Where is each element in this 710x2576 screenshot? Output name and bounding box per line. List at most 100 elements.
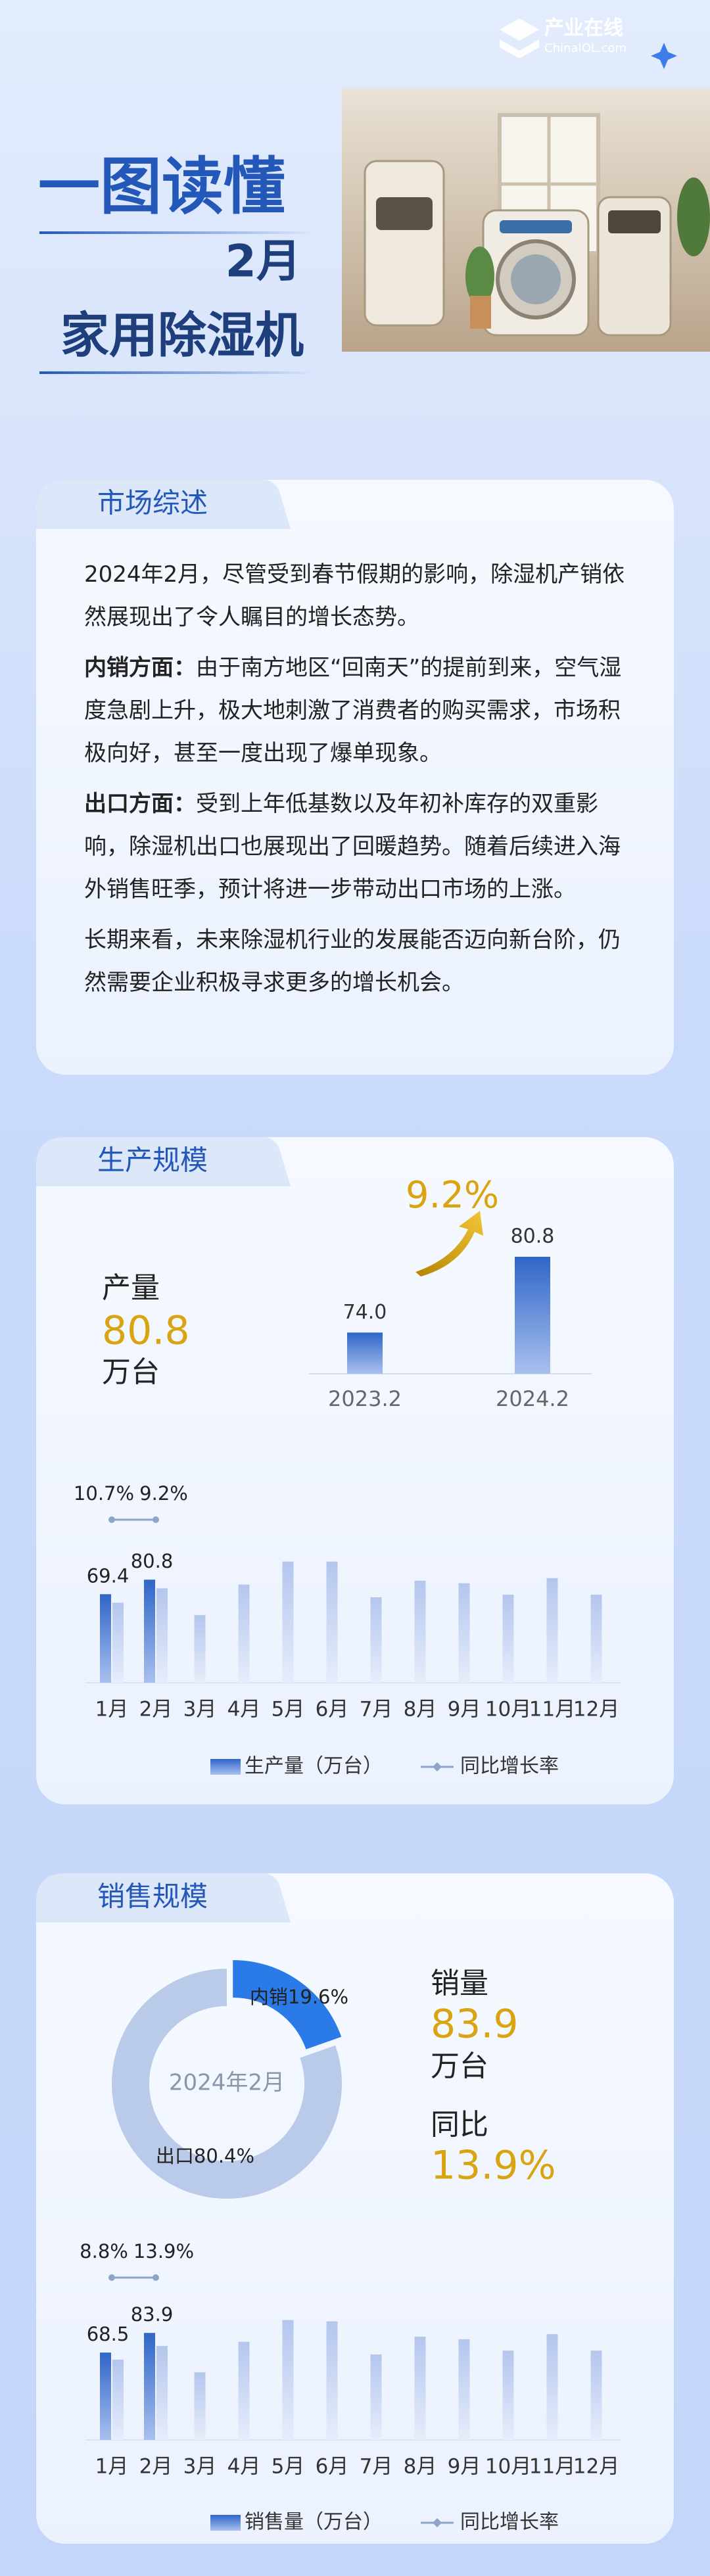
annotation: 9.2% — [406, 1174, 499, 1217]
subtitle-rule — [39, 371, 316, 374]
value-label: 68.5 — [87, 2323, 130, 2345]
stat-value: 13.9% — [431, 2143, 556, 2189]
legend-marker — [433, 2518, 442, 2527]
logo — [500, 18, 677, 69]
x-tick-label: 7月 — [360, 2455, 393, 2479]
growth-point — [108, 2274, 115, 2281]
section-title: 市场综述 — [97, 487, 208, 519]
subtitle: 家用除湿机 — [60, 308, 304, 364]
x-tick-label: 3月 — [183, 1698, 217, 1721]
title-rule — [39, 231, 316, 234]
paragraph-text: 受到上年低基数以及年初补库存的双重影响，除湿机出口也展现出了回暖趋势。随着后续进… — [84, 791, 621, 902]
x-tick-label: 2023.2 — [328, 1386, 402, 1411]
paragraph-label: 内销方面： — [84, 655, 196, 681]
bar — [282, 1561, 294, 1683]
section-title: 生产规模 — [97, 1144, 208, 1177]
bar — [100, 2353, 111, 2440]
x-tick-label: 2024.2 — [496, 1386, 569, 1411]
stat-unit: 万台 — [431, 2049, 488, 2083]
photo — [342, 89, 710, 352]
x-tick-label: 9月 — [448, 2455, 481, 2479]
bar — [156, 2346, 168, 2440]
x-tick-label: 11月 — [529, 2455, 575, 2479]
growth-point — [108, 1516, 115, 1523]
growth-arrow — [415, 1211, 483, 1276]
x-tick-label: 7月 — [360, 1698, 393, 1721]
bar — [282, 2320, 294, 2440]
legend-marker — [433, 1762, 442, 1771]
slice-label: 内销19.6% — [250, 1986, 348, 2008]
tab — [36, 1137, 291, 1186]
value-label: 13.9% — [133, 2240, 194, 2262]
paragraph: 2024年2月，尽管受到春节假期的影响，除湿机产销依然展现出了令人瞩目的增长态势… — [84, 553, 627, 639]
bar — [112, 1603, 124, 1683]
bar — [238, 2341, 250, 2440]
tab — [36, 480, 291, 529]
growth-point — [153, 1516, 159, 1523]
paragraph: 内销方面：由于南方地区“回南天”的提前到来，空气湿度急剧上升，极大地刺激了消费者… — [84, 647, 627, 775]
section-title: 销售规模 — [97, 1881, 208, 1913]
paragraph-text: 长期来看，未来除湿机行业的发展能否迈向新台阶，仍然需要企业积极寻求更多的增长机会… — [84, 927, 621, 996]
bar — [458, 1583, 470, 1683]
bar — [144, 2333, 155, 2440]
stat-value: 80.8 — [102, 1308, 190, 1354]
value-label: 74.0 — [343, 1301, 387, 1324]
stat-label: 同比 — [431, 2108, 488, 2142]
center-label: 2024年2月 — [169, 2070, 285, 2096]
bar — [502, 2351, 514, 2440]
x-tick-label: 5月 — [272, 2455, 305, 2479]
paragraph-label: 出口方面： — [84, 791, 196, 817]
x-tick-label: 6月 — [316, 1698, 349, 1721]
paragraph-text: 2024年2月，尽管受到春节假期的影响，除湿机产销依然展现出了令人瞩目的增长态势… — [84, 561, 625, 630]
bar — [370, 1597, 382, 1683]
value-label: 69.4 — [87, 1564, 130, 1587]
x-tick-label: 10月 — [485, 1698, 531, 1721]
stat-label: 销量 — [431, 1967, 488, 2000]
bar — [590, 1595, 602, 1683]
bar — [100, 1594, 111, 1683]
value-label: 8.8% — [80, 2240, 128, 2262]
bar — [144, 1580, 155, 1683]
value-label: 80.8 — [511, 1225, 555, 1248]
bar — [546, 2333, 558, 2440]
x-tick-label: 3月 — [183, 2455, 217, 2479]
bar — [370, 2354, 382, 2440]
slice-label: 出口80.4% — [156, 2145, 254, 2167]
value-label: 9.2% — [139, 1482, 188, 1505]
value-label: 83.9 — [131, 2303, 174, 2326]
logo-sub: ChinaIOL.com — [544, 41, 627, 55]
value-label: 80.8 — [131, 1550, 174, 1572]
bar — [590, 2351, 602, 2440]
bar — [238, 1584, 250, 1683]
legend-label: 同比增长率 — [460, 1755, 559, 1778]
x-tick-label: 2月 — [139, 1698, 173, 1721]
bar — [112, 2359, 124, 2440]
paragraph: 长期来看，未来除湿机行业的发展能否迈向新台阶，仍然需要企业积极寻求更多的增长机会… — [84, 919, 627, 1004]
value-label: 10.7% — [74, 1482, 134, 1505]
title: 一图读懂 — [38, 151, 285, 223]
bar — [515, 1257, 550, 1374]
x-tick-label: 8月 — [404, 2455, 437, 2479]
month: 2月 — [225, 236, 301, 288]
bar — [156, 1588, 168, 1683]
bar — [414, 1580, 426, 1683]
x-tick-label: 12月 — [573, 1698, 619, 1721]
x-tick-label: 1月 — [95, 2455, 129, 2479]
pie-slice — [233, 1959, 342, 2049]
legend-swatch — [210, 2515, 241, 2531]
x-tick-label: 8月 — [404, 1698, 437, 1721]
growth-point — [153, 2274, 159, 2281]
legend-swatch — [210, 1759, 241, 1775]
x-tick-label: 12月 — [573, 2455, 619, 2479]
x-tick-label: 11月 — [529, 1698, 575, 1721]
paragraph-text: 由于南方地区“回南天”的提前到来，空气湿度急剧上升，极大地刺激了消费者的购买需求… — [84, 655, 622, 766]
x-tick-label: 9月 — [448, 1698, 481, 1721]
x-tick-label: 6月 — [316, 2455, 349, 2479]
x-tick-label: 10月 — [485, 2455, 531, 2479]
legend-label: 同比增长率 — [460, 2511, 559, 2534]
card — [36, 480, 674, 1075]
bar — [414, 2336, 426, 2440]
stat-value: 83.9 — [431, 2002, 519, 2048]
tab — [36, 1873, 291, 1923]
